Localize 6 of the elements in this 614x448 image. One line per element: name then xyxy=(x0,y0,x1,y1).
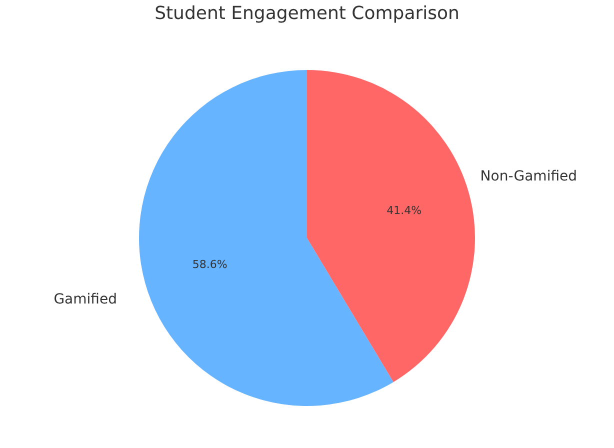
data-label: 41.4% xyxy=(386,204,422,218)
slice-label: Gamified xyxy=(54,291,117,308)
pie-slice xyxy=(307,70,475,382)
chart-title: Student Engagement Comparison xyxy=(154,3,460,24)
data-label: 58.6% xyxy=(192,258,228,271)
slice-label: Non-Gamified xyxy=(480,168,578,185)
